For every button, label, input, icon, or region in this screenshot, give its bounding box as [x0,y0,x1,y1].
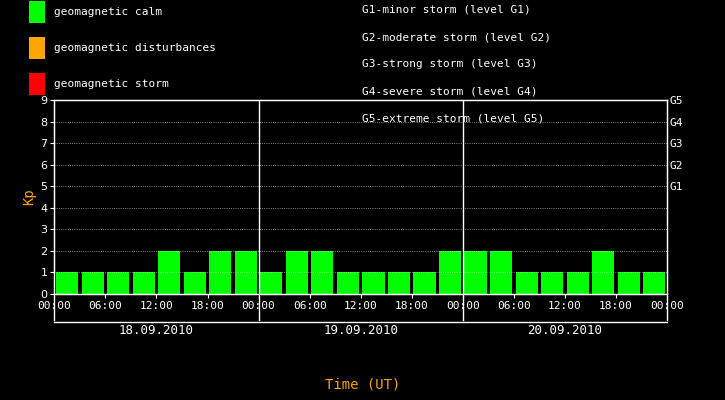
Bar [158,251,181,294]
Text: G3-strong storm (level G3): G3-strong storm (level G3) [362,60,538,70]
Bar [515,272,538,294]
Text: 19.09.2010: 19.09.2010 [323,324,398,336]
Text: geomagnetic disturbances: geomagnetic disturbances [54,43,215,53]
Y-axis label: Kp: Kp [22,189,36,205]
Bar [643,272,666,294]
Bar [286,251,308,294]
Text: G2-moderate storm (level G2): G2-moderate storm (level G2) [362,32,552,42]
Bar [235,251,257,294]
Text: Time (UT): Time (UT) [325,378,400,392]
Bar [592,251,614,294]
Text: 20.09.2010: 20.09.2010 [527,324,602,336]
Bar [388,272,410,294]
Bar [541,272,563,294]
Bar [210,251,231,294]
Bar [413,272,436,294]
Bar [133,272,154,294]
Text: G1-minor storm (level G1): G1-minor storm (level G1) [362,5,531,15]
Bar [311,251,334,294]
Bar [82,272,104,294]
Bar [183,272,206,294]
Bar [107,272,129,294]
Bar [337,272,359,294]
Text: G5-extreme storm (level G5): G5-extreme storm (level G5) [362,114,544,124]
Text: geomagnetic calm: geomagnetic calm [54,7,162,17]
Bar [465,251,486,294]
Bar [260,272,283,294]
Text: G4-severe storm (level G4): G4-severe storm (level G4) [362,87,538,97]
Text: 18.09.2010: 18.09.2010 [119,324,194,336]
Bar [362,272,384,294]
Text: geomagnetic storm: geomagnetic storm [54,79,168,89]
Bar [618,272,639,294]
Bar [567,272,589,294]
Bar [439,251,461,294]
Bar [56,272,78,294]
Bar [490,251,512,294]
